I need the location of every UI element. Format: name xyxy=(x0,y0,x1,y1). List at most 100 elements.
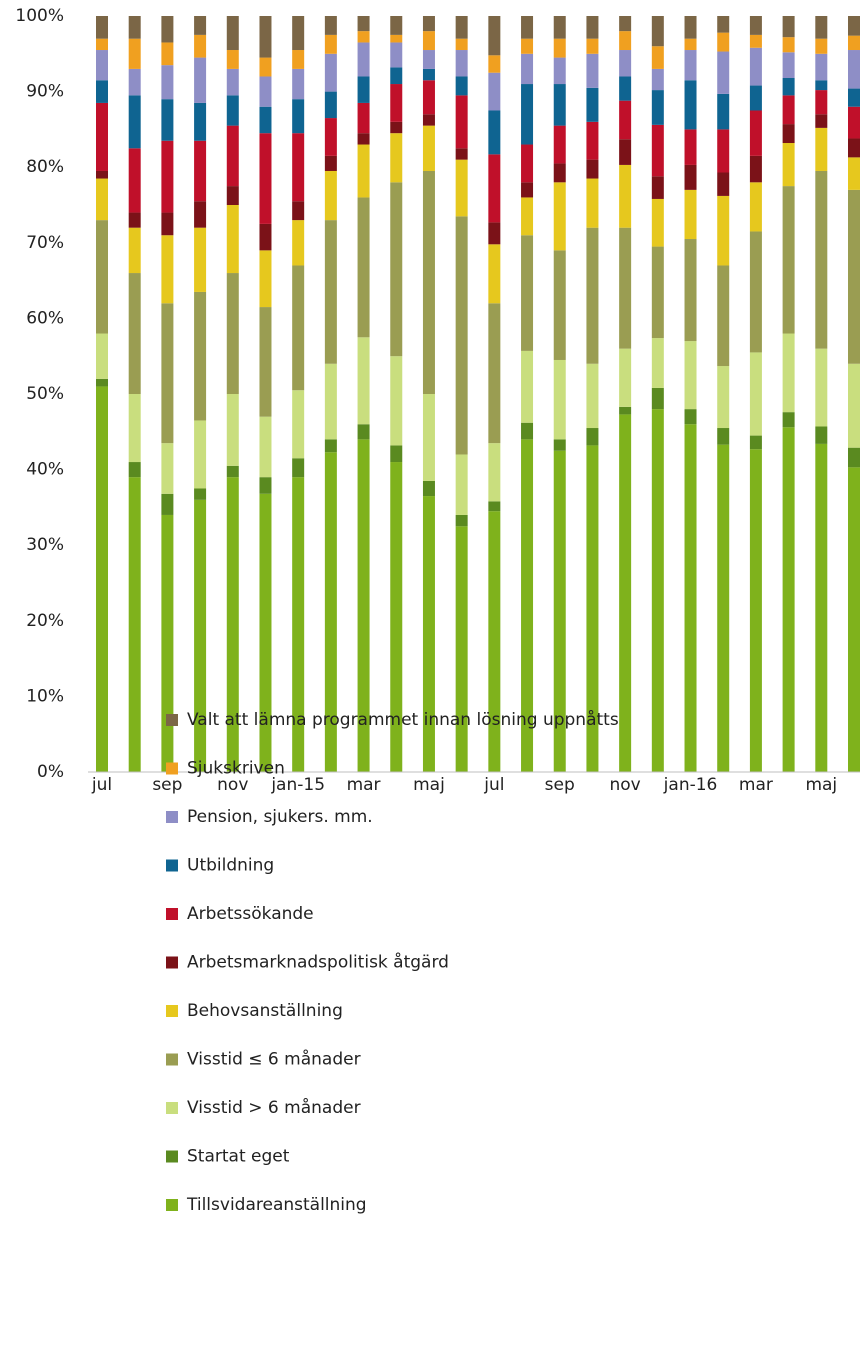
bar-segment xyxy=(619,100,632,140)
bar-segment xyxy=(782,427,795,772)
bar-segment xyxy=(586,227,599,364)
legend-label: Visstid > 6 månader xyxy=(187,1097,361,1118)
bar-segment xyxy=(161,235,174,304)
bar-segment xyxy=(357,424,370,440)
bar-segment xyxy=(619,348,632,407)
bar-segment xyxy=(553,250,566,360)
bar-segment xyxy=(161,16,174,43)
bar-segment xyxy=(194,16,207,35)
bar-segment xyxy=(259,223,272,251)
legend-swatch xyxy=(166,908,178,920)
x-tick-label: nov xyxy=(610,775,641,795)
bar-segment xyxy=(815,127,828,171)
bar-segment xyxy=(422,496,435,772)
bar-segment xyxy=(651,124,664,177)
legend-swatch xyxy=(166,714,178,726)
bar-segment xyxy=(422,114,435,126)
bar-segment xyxy=(488,511,501,772)
bar-segment xyxy=(259,76,272,107)
bar-segment xyxy=(422,125,435,171)
bar-segment xyxy=(96,38,108,51)
legend-swatch xyxy=(166,811,178,823)
bar-segment xyxy=(259,416,272,478)
y-tick-label: 20% xyxy=(26,611,64,631)
bar-segment xyxy=(717,195,730,266)
legend-label: Startat eget xyxy=(187,1147,290,1167)
bar-segment xyxy=(717,444,730,772)
bar-segment xyxy=(128,462,141,478)
bar-segment xyxy=(128,394,141,463)
bar-segment xyxy=(357,144,370,198)
bar-segment xyxy=(324,34,337,54)
bar-segment xyxy=(422,480,435,497)
legend-label: Arbetsmarknadspolitisk åtgärd xyxy=(187,952,449,973)
y-tick-label: 100% xyxy=(15,6,64,26)
legend-label: Arbetssökande xyxy=(187,904,314,924)
bar-segment xyxy=(390,356,403,446)
bar-segment xyxy=(390,34,403,43)
bar-segment xyxy=(390,133,403,183)
bar-segment xyxy=(390,182,403,357)
bar-segment xyxy=(717,16,730,33)
y-tick-label: 10% xyxy=(26,686,64,706)
legend-swatch xyxy=(166,956,178,969)
bar-segment xyxy=(357,133,370,145)
legend-label: Behovsanställning xyxy=(187,1001,343,1021)
bar-segment xyxy=(749,47,762,86)
bar-segment xyxy=(684,129,697,165)
bar-segment xyxy=(390,67,403,85)
bar-segment xyxy=(488,55,501,73)
x-tick-label: sep xyxy=(152,775,182,795)
bar-segment xyxy=(651,90,664,125)
bar-segment xyxy=(619,76,632,101)
bar-segment xyxy=(161,42,174,66)
bar-segment xyxy=(324,452,337,772)
bar-segment xyxy=(390,445,403,463)
bar-segment xyxy=(619,31,632,51)
bar-segment xyxy=(259,133,272,224)
bar-segment xyxy=(586,445,599,772)
bar-segment xyxy=(161,65,174,100)
bar-segment xyxy=(194,34,207,58)
bar-segment xyxy=(619,406,632,415)
bar-segment xyxy=(194,102,207,141)
bar-segment xyxy=(848,189,860,364)
bar-segment xyxy=(651,68,664,91)
bar-segment xyxy=(848,16,860,36)
bar-segment xyxy=(684,80,697,130)
bar-segment xyxy=(455,216,468,455)
bar-segment xyxy=(161,99,174,141)
bar-segment xyxy=(226,16,239,51)
bar-segment xyxy=(96,80,108,103)
bar-segment xyxy=(259,477,272,494)
bar-segment xyxy=(226,273,239,394)
bar-segment xyxy=(488,501,501,512)
x-tick-label: sep xyxy=(545,775,575,795)
bar-segment xyxy=(96,178,108,221)
bar-segment xyxy=(749,182,762,232)
bar-segment xyxy=(292,265,305,391)
bar-segment xyxy=(357,16,370,32)
bar-segment xyxy=(749,155,762,183)
bar-segment xyxy=(848,363,860,448)
bar-segment xyxy=(684,341,697,410)
bar-segment xyxy=(553,84,566,126)
legend-swatch xyxy=(166,1053,178,1066)
bar-segment xyxy=(848,88,860,107)
bar-segment xyxy=(96,333,108,379)
bar-segment xyxy=(782,124,795,144)
x-tick-label: jan-15 xyxy=(270,775,325,795)
bar-segment xyxy=(717,93,730,130)
bar-segment xyxy=(651,338,664,388)
bar-segment xyxy=(390,121,403,134)
bar-segment xyxy=(357,337,370,425)
bar-segment xyxy=(815,53,828,81)
bar-segment xyxy=(128,212,141,228)
bar-segment xyxy=(553,439,566,451)
bar-segment xyxy=(717,172,730,196)
bar-segment xyxy=(815,426,828,444)
bar-segment xyxy=(717,51,730,94)
bar-segment xyxy=(521,235,534,351)
bar-segment xyxy=(749,449,762,772)
bar-segment xyxy=(553,16,566,39)
